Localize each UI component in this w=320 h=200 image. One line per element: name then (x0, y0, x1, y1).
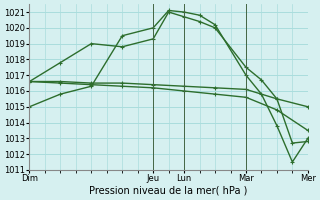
X-axis label: Pression niveau de la mer( hPa ): Pression niveau de la mer( hPa ) (90, 186, 248, 196)
